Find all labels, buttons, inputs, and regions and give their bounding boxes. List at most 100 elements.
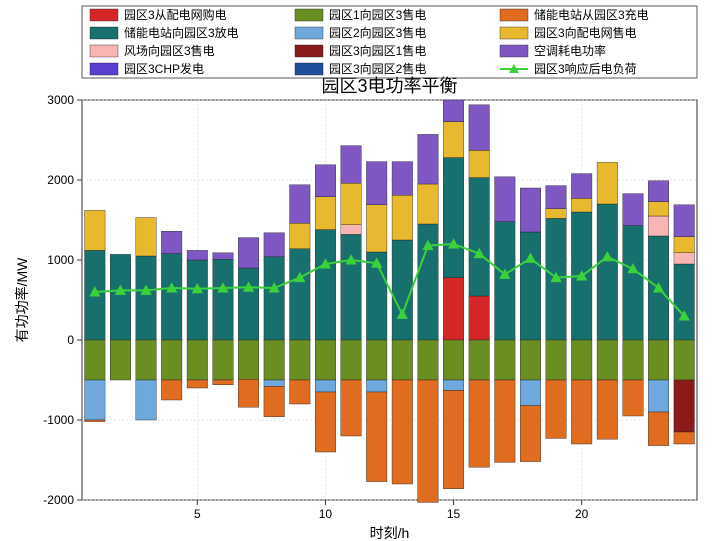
bar-segment [674, 253, 695, 264]
bar-segment [85, 210, 106, 250]
bar-segment [418, 380, 439, 502]
bar-segment [315, 165, 336, 197]
bar-segment [238, 379, 259, 407]
bar-segment [674, 432, 695, 444]
bar-segment [597, 162, 618, 204]
bar-segment [495, 177, 516, 222]
y-tick-label: 1000 [47, 253, 74, 267]
bar-segment [571, 198, 592, 212]
bar-segment [443, 390, 464, 488]
chart-title: 园区3电功率平衡 [321, 76, 457, 96]
bar-segment [264, 386, 285, 416]
bar-segment [495, 222, 516, 340]
legend-label: 园区3CHP发电 [124, 61, 204, 76]
bar-segment [85, 340, 106, 380]
bar-segment [418, 134, 439, 184]
bar-segment [623, 194, 644, 226]
bar-segment [520, 188, 541, 232]
legend-swatch [500, 9, 528, 21]
bar-segment [290, 340, 311, 380]
bar-segment [443, 122, 464, 158]
bar-segment [290, 223, 311, 249]
bar-segment [495, 380, 516, 462]
y-axis-label: 有功功率/MW [14, 257, 30, 343]
bar-segment [315, 392, 336, 452]
bar-segment [392, 380, 413, 484]
bar-segment [546, 186, 567, 209]
bar-segment [648, 202, 669, 216]
bar-segment [366, 205, 387, 252]
bar-segment [341, 340, 362, 380]
bar-segment [264, 380, 285, 386]
x-tick-label: 5 [194, 507, 201, 521]
bar-segment [418, 340, 439, 380]
bar-segment [213, 380, 234, 385]
legend-label: 园区3向园区1售电 [329, 43, 426, 58]
bar-segment [213, 340, 234, 380]
bar-segment [187, 340, 208, 380]
legend-label: 空调耗电功率 [534, 43, 606, 58]
power-balance-chart: -2000-100001000200030005101520园区3电功率平衡时刻… [0, 0, 722, 541]
legend-label: 园区3响应后电负荷 [534, 61, 637, 76]
bar-segment [136, 218, 157, 256]
bar-segment [546, 380, 567, 438]
x-tick-label: 10 [319, 507, 333, 521]
bar-segment [571, 380, 592, 444]
legend-label: 园区3从配电网购电 [124, 7, 227, 22]
bar-segment [469, 296, 490, 340]
bar-segment [315, 340, 336, 380]
bar-segment [443, 158, 464, 278]
bar-segment [597, 340, 618, 380]
legend-swatch [295, 63, 323, 75]
bar-segment [366, 392, 387, 482]
bar-segment [161, 231, 182, 253]
bar-segment [341, 225, 362, 235]
x-tick-label: 20 [575, 507, 589, 521]
y-tick-label: 3000 [47, 93, 74, 107]
y-tick-label: 2000 [47, 173, 74, 187]
bar-segment [495, 340, 516, 380]
bar-segment [443, 278, 464, 340]
bar-segment [392, 162, 413, 196]
bar-segment [418, 184, 439, 224]
legend-swatch [90, 27, 118, 39]
bar-segment [341, 380, 362, 436]
legend-label: 园区3向配电网售电 [534, 25, 637, 40]
bar-segment [469, 380, 490, 467]
bar-segment [85, 420, 106, 422]
bar-segment [341, 146, 362, 184]
legend-swatch [500, 45, 528, 57]
legend-swatch [500, 27, 528, 39]
bar-segment [213, 253, 234, 259]
bar-segment [238, 238, 259, 268]
bar-segment [110, 340, 131, 380]
legend-label: 风场向园区3售电 [124, 43, 215, 58]
legend-label: 园区1向园区3售电 [329, 7, 426, 22]
bar-segment [392, 195, 413, 240]
bar-segment [161, 254, 182, 340]
bar-segment [546, 340, 567, 380]
bar-segment [315, 197, 336, 230]
bar-segment [366, 380, 387, 392]
bar-segment [187, 250, 208, 260]
bar-segment [264, 340, 285, 380]
bar-segment [290, 249, 311, 340]
legend-swatch [295, 45, 323, 57]
bar-segment [546, 209, 567, 219]
bar-segment [187, 260, 208, 340]
bar-segment [443, 340, 464, 380]
bar-segment [443, 100, 464, 122]
bar-segment [290, 185, 311, 223]
bar-segment [161, 380, 182, 400]
bar-segment [648, 340, 669, 380]
bar-segment [623, 226, 644, 340]
bar-segment [187, 380, 208, 388]
bar-segment [238, 268, 259, 340]
bar-segment [315, 380, 336, 392]
bar-segment [520, 232, 541, 340]
bar-segment [341, 183, 362, 225]
bar-segment [392, 240, 413, 340]
y-tick-label: -2000 [43, 493, 74, 507]
bar-segment [597, 204, 618, 340]
legend-label: 园区2向园区3售电 [329, 25, 426, 40]
